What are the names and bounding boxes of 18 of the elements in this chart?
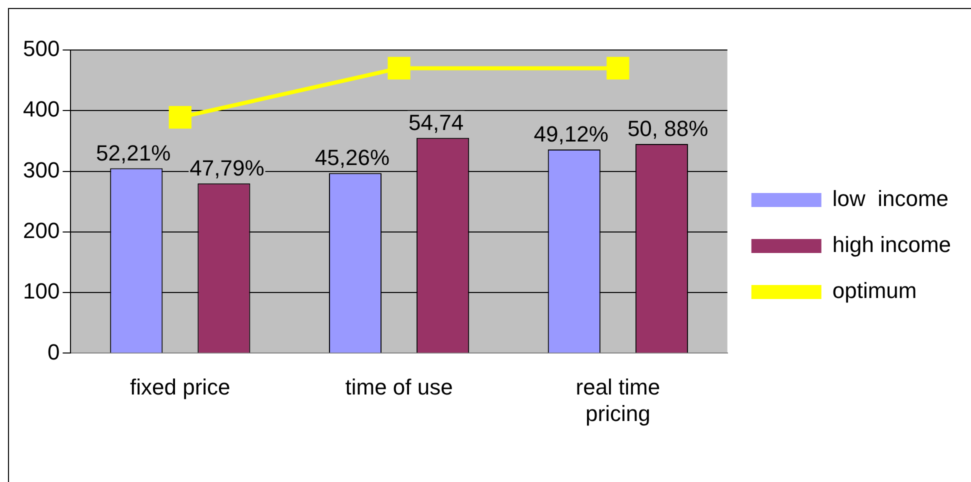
y-tick-label: 500 (22, 36, 60, 62)
annotation: 50, 88% (627, 116, 708, 142)
y-tick-label: 100 (22, 278, 60, 304)
y-tick-label: 300 (22, 157, 60, 182)
annotation: 54,74 (408, 110, 464, 135)
x-tick-label: real time pricing (576, 374, 660, 426)
y-tick-label: 0 (47, 339, 60, 364)
annotation: 49,12% (534, 122, 608, 147)
annotation: 47,79% (190, 155, 264, 180)
x-tick-label: fixed price (130, 374, 230, 400)
annotation: 45,26% (314, 145, 390, 170)
legend-label: high income (832, 232, 952, 258)
annotation: 52,21% (96, 140, 171, 166)
legend-label: low income (832, 186, 949, 212)
y-tick-label: 400 (22, 96, 60, 122)
x-tick-label: time of use (345, 374, 453, 400)
y-tick-label: 200 (22, 218, 60, 243)
legend-label: optimum (832, 278, 917, 304)
